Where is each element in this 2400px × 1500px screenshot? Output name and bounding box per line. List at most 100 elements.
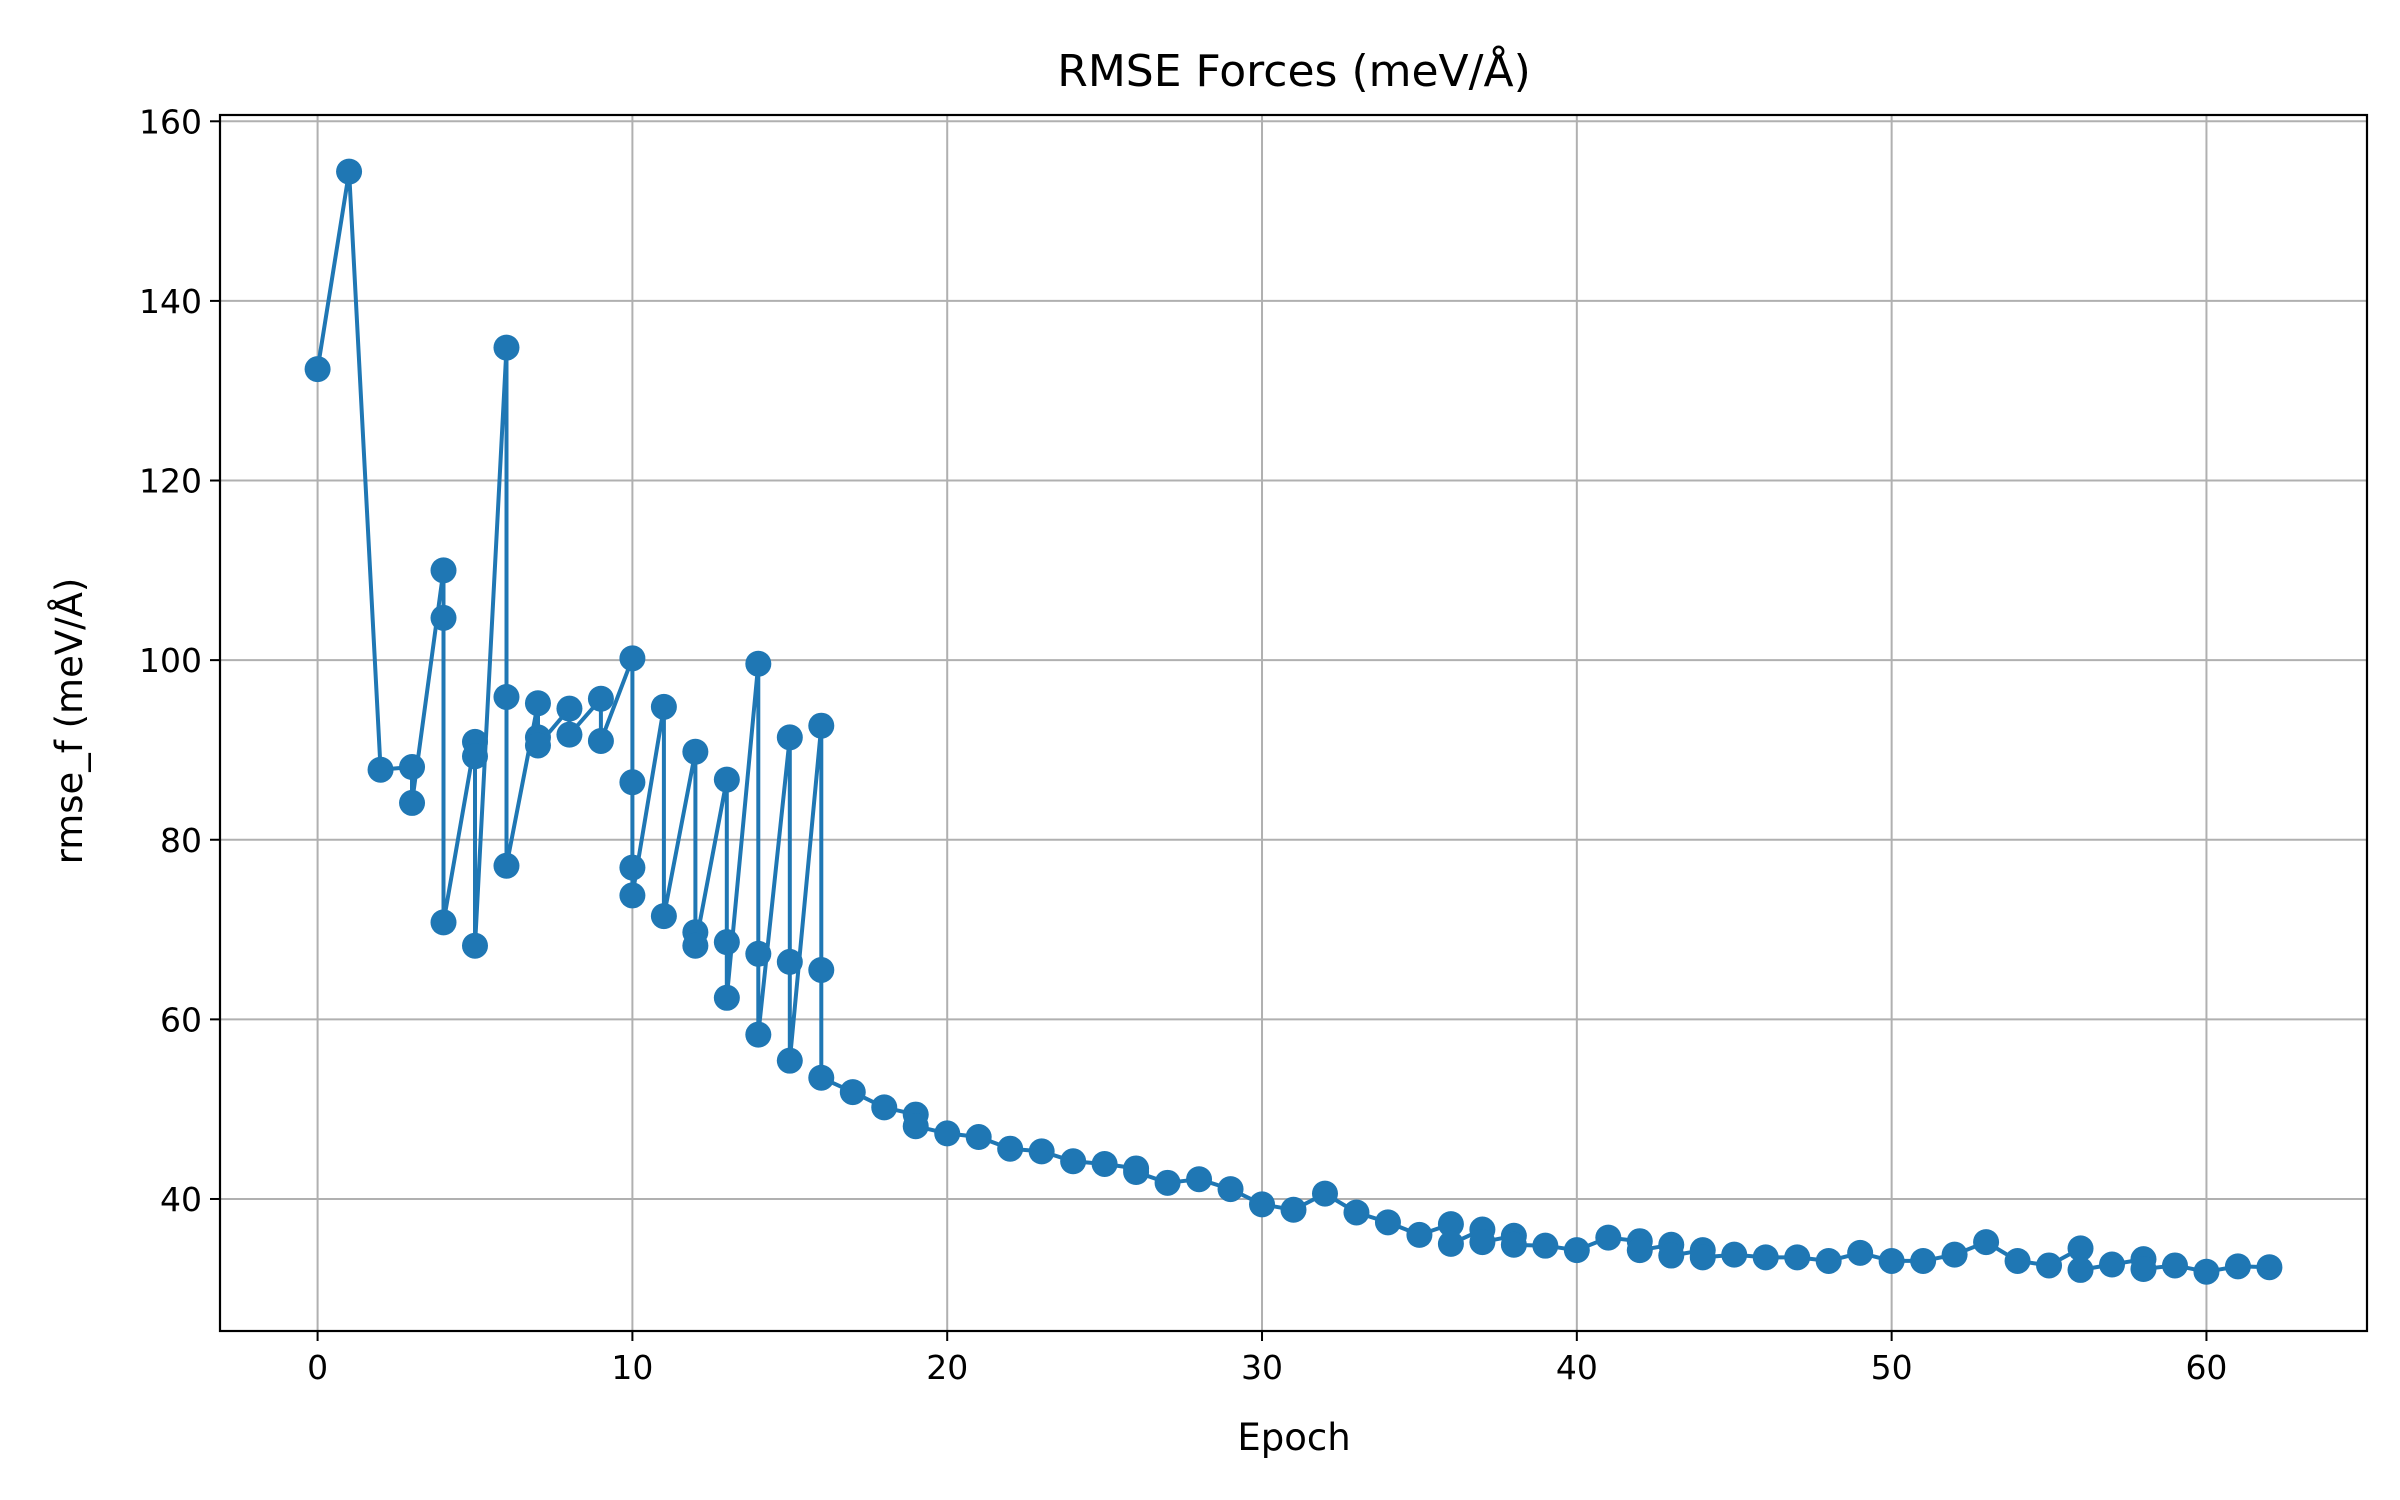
x-tick-label: 20 [926, 1348, 968, 1387]
x-tick-label: 40 [1556, 1348, 1598, 1387]
data-point [682, 932, 709, 959]
data-point [2067, 1235, 2094, 1262]
data-point [1815, 1247, 1842, 1274]
data-point [2067, 1256, 2094, 1283]
data-point [2256, 1254, 2283, 1281]
data-point [1469, 1229, 1496, 1256]
data-points [304, 158, 2283, 1285]
grid-lines [220, 115, 2367, 1331]
data-point [493, 334, 520, 361]
data-point [1847, 1239, 1874, 1266]
data-point [713, 984, 740, 1011]
data-point [1595, 1224, 1622, 1251]
data-point [1091, 1150, 1118, 1177]
data-point [587, 727, 614, 754]
series-line [315, 169, 2270, 1274]
x-tick-label: 50 [1871, 1348, 1913, 1387]
data-point [1186, 1166, 1213, 1193]
data-point [524, 690, 551, 717]
data-point [965, 1124, 992, 1151]
data-point [461, 743, 488, 770]
data-point [2224, 1253, 2251, 1280]
data-point [1532, 1232, 1559, 1259]
data-point [399, 789, 426, 816]
data-point [934, 1120, 961, 1147]
x-tick-label: 30 [1241, 1348, 1283, 1387]
data-point [2004, 1247, 2031, 1274]
data-point [619, 882, 646, 909]
data-point [2130, 1256, 2157, 1283]
data-point [430, 604, 457, 631]
y-axis-ticks: 40 60 80 100 120 140 160 [139, 102, 220, 1219]
series-line-group [315, 169, 2270, 1274]
data-point [1123, 1159, 1150, 1186]
data-point [871, 1094, 898, 1121]
data-point [745, 940, 772, 967]
data-point [1311, 1180, 1338, 1207]
data-point [1437, 1230, 1464, 1257]
data-point [587, 685, 614, 712]
x-tick-label: 10 [611, 1348, 653, 1387]
data-point [1941, 1241, 1968, 1268]
data-point [1217, 1176, 1244, 1203]
data-point [493, 683, 520, 710]
data-point [1721, 1241, 1748, 1268]
data-point [2099, 1251, 2126, 1278]
data-point [556, 721, 583, 748]
data-point [776, 724, 803, 751]
data-point [1563, 1237, 1590, 1264]
y-tick-label: 60 [160, 1000, 202, 1039]
data-point [997, 1135, 1024, 1162]
data-point [304, 356, 331, 383]
data-point [713, 766, 740, 793]
data-point [556, 695, 583, 722]
data-point [461, 932, 488, 959]
data-point [1752, 1244, 1779, 1271]
data-point [808, 956, 835, 983]
data-point [367, 756, 394, 783]
y-tick-label: 140 [139, 282, 202, 321]
data-point [619, 854, 646, 881]
plot-frame [218, 113, 2369, 1333]
x-axis-ticks: 0 10 20 30 40 50 60 [307, 1331, 2227, 1387]
data-point [1374, 1209, 1401, 1236]
data-point [776, 948, 803, 975]
data-point [1910, 1247, 1937, 1274]
x-axis-label: Epoch [1237, 1416, 1350, 1459]
data-point [1154, 1169, 1181, 1196]
y-tick-label: 160 [139, 102, 202, 141]
data-point [493, 852, 520, 879]
data-point [745, 1021, 772, 1048]
data-point [1437, 1211, 1464, 1238]
data-point [2161, 1252, 2188, 1279]
chart-title: RMSE Forces (meV/Å) [1057, 44, 1531, 97]
data-point [524, 732, 551, 759]
data-point [808, 1064, 835, 1091]
data-point [1028, 1138, 1055, 1165]
x-tick-label: 0 [307, 1348, 328, 1387]
data-point [619, 645, 646, 672]
y-tick-label: 40 [160, 1180, 202, 1219]
data-point [1343, 1199, 1370, 1226]
data-point [619, 769, 646, 796]
data-point [713, 929, 740, 956]
data-point [1500, 1231, 1527, 1258]
data-point [902, 1113, 929, 1140]
data-point [1406, 1221, 1433, 1248]
data-point [1249, 1191, 1276, 1218]
data-point [1280, 1196, 1307, 1223]
data-point [808, 712, 835, 739]
data-point [682, 738, 709, 765]
data-point [1689, 1244, 1716, 1271]
data-point [650, 903, 677, 930]
data-point [1973, 1229, 2000, 1256]
data-point [1784, 1244, 1811, 1271]
x-tick-label: 60 [2185, 1348, 2227, 1387]
data-point [1878, 1247, 1905, 1274]
y-tick-label: 100 [139, 641, 202, 680]
data-point [430, 557, 457, 584]
y-axis-label: rmse_f (meV/Å) [47, 578, 91, 865]
data-point [399, 754, 426, 781]
data-point [2036, 1252, 2063, 1279]
